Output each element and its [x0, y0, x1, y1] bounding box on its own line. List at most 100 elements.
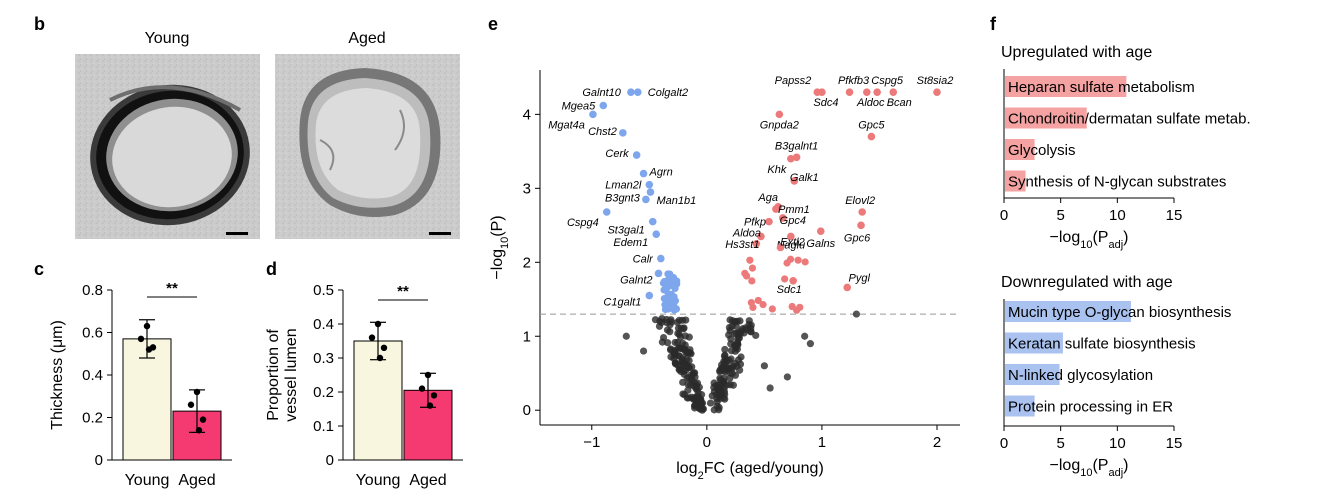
- enrichment-bar-f_down: [1005, 395, 1035, 417]
- volcano-point-ns: [706, 399, 715, 407]
- volcano-point-ns: [723, 381, 731, 389]
- gene-label-galnt10: Galnt10: [582, 87, 621, 99]
- y-tick-label-c: 0.6: [82, 325, 103, 342]
- gene-label-cspg5: Cspg5: [871, 75, 904, 87]
- enrichment-term-f_up: Glycolysis: [1008, 142, 1076, 159]
- gene-label-galnt2: Galnt2: [620, 274, 652, 286]
- volcano-point-ns: [728, 322, 736, 330]
- volcano-point-up: [747, 299, 755, 307]
- volcano-point-galk1: [790, 177, 799, 185]
- data-point-d: [424, 371, 432, 379]
- volcano-point-ns: [721, 345, 729, 354]
- volcano-point-up: [783, 259, 791, 267]
- volcano-point-ns: [622, 332, 630, 340]
- volcano-point-ns: [731, 341, 740, 350]
- volcano-point-cspg5: [873, 88, 881, 96]
- bar-c-aged: [172, 410, 222, 461]
- enrichment-bar-f_up: [1005, 170, 1026, 192]
- volcano-point-khk: [787, 154, 795, 163]
- significance-label-c: **: [166, 280, 178, 297]
- volcano-point-ns: [690, 369, 698, 378]
- volcano-point-down: [666, 270, 674, 278]
- enrichment-term-f_up: Chondroitin/dermatan sulfate metab.: [1008, 111, 1251, 128]
- volcano-y-tick-label: 0: [523, 402, 531, 419]
- volcano-point-ns: [760, 362, 768, 370]
- enrichment-term-f_down: N-linked glycosylation: [1008, 367, 1153, 384]
- gene-label-pfkp: Pfkp: [744, 217, 766, 229]
- gene-label-mgat4a: Mgat4a: [548, 119, 585, 131]
- enrichment-x-tick-label-f_down: 0: [1000, 435, 1008, 452]
- volcano-point-ns: [686, 349, 694, 357]
- volcano-point-gpc4: [778, 214, 787, 222]
- y-tick-label-d: 0.4: [313, 316, 334, 333]
- volcano-point-colgalt2: [634, 88, 642, 96]
- volcano-point-ns: [852, 310, 861, 318]
- gene-label-b3gnt3: B3gnt3: [605, 192, 641, 204]
- volcano-point-up: [759, 300, 767, 309]
- enrichment-term-f_down: Keratan sulfate biosynthesis: [1008, 336, 1196, 353]
- volcano-point-galns: [816, 227, 825, 236]
- volcano-point-up: [746, 256, 754, 264]
- enrichment-title-f_down: Downregulated with age: [1001, 274, 1173, 291]
- volcano-point-ns: [671, 346, 679, 354]
- data-point-d: [380, 344, 388, 351]
- volcano-point-st3gal1: [648, 217, 657, 226]
- micrograph-aged: [275, 54, 460, 239]
- gene-label-b3galnt1: B3galnt1: [775, 140, 818, 152]
- volcano-y-tick-label: 3: [523, 180, 531, 197]
- gene-label-gpc6: Gpc6: [844, 232, 871, 244]
- gene-label-chst2: Chst2: [588, 126, 617, 138]
- volcano-point-sdc4: [818, 88, 826, 96]
- volcano-point-up: [754, 296, 762, 305]
- volcano-point-ns: [663, 318, 671, 327]
- volcano-point-ns: [690, 394, 699, 402]
- panel-b-label: b: [34, 14, 45, 34]
- gene-label-cspg4: Cspg4: [567, 217, 599, 229]
- data-point-d: [426, 402, 434, 409]
- volcano-point-naglu: [787, 232, 795, 241]
- volcano-point-elovl2: [858, 208, 866, 216]
- volcano-point-ns: [698, 404, 707, 412]
- volcano-point-pfkp: [765, 217, 773, 226]
- volcano-point-ns: [801, 332, 809, 340]
- gene-label-pygl: Pygl: [849, 272, 871, 284]
- data-point-d: [368, 334, 376, 341]
- enrichment-term-f_down: Mucin type O-glycan biosynthesis: [1008, 304, 1231, 321]
- volcano-point-ns: [747, 327, 755, 336]
- volcano-point-st8sia2: [933, 88, 941, 96]
- data-point-c: [199, 416, 207, 423]
- enrichment-bar-f_down: [1005, 332, 1063, 354]
- data-point-d: [376, 354, 384, 362]
- enrichment-x-tick-label-f_down: 5: [1056, 435, 1064, 452]
- y-tick-label-c: 0.8: [82, 282, 103, 299]
- data-point-c: [187, 401, 195, 408]
- volcano-point-galnt10: [627, 88, 635, 96]
- volcano-point-ns: [671, 338, 679, 347]
- gene-label-agrn: Agrn: [649, 167, 673, 179]
- volcano-x-axis-label: log2FC (aged/young): [676, 460, 824, 482]
- volcano-point-ns: [686, 381, 695, 389]
- enrichment-bar-f_up: [1005, 76, 1127, 97]
- gene-label-calr: Calr: [633, 254, 655, 266]
- volcano-point-cerk: [632, 151, 641, 159]
- gene-label-st3gal1: St3gal1: [607, 225, 644, 237]
- gene-label-st8sia2: St8sia2: [917, 75, 954, 87]
- volcano-point-ns: [663, 339, 672, 347]
- volcano-point-ns: [683, 394, 691, 402]
- bar-c-young: [122, 338, 172, 461]
- gene-label-pfkfb3: Pfkfb3: [838, 75, 870, 87]
- volcano-point-cspg4: [602, 208, 611, 216]
- volcano-point-extl2: [776, 243, 785, 252]
- gene-label-sdc1: Sdc1: [777, 284, 802, 296]
- y-axis-label-c: Thickness (μm): [49, 320, 66, 430]
- panel-e-label: e: [488, 14, 498, 34]
- chart-e: 0 1 2 3 4 −1 0 1 2 log2FC (aged/young) −log10(P) Ga…: [489, 70, 960, 482]
- chart-f-down: Downregulated with age 0 5 10 15 Mucin type O…: [1000, 274, 1232, 479]
- enrichment-bar-f_up: [1005, 139, 1035, 160]
- data-point-d: [418, 385, 426, 392]
- gene-label-hs3st1: Hs3st1: [725, 239, 759, 251]
- volcano-point-ns: [726, 369, 734, 377]
- volcano-point-ns: [736, 317, 744, 325]
- volcano-point-up: [794, 256, 802, 264]
- scale-bar-aged: [429, 232, 451, 235]
